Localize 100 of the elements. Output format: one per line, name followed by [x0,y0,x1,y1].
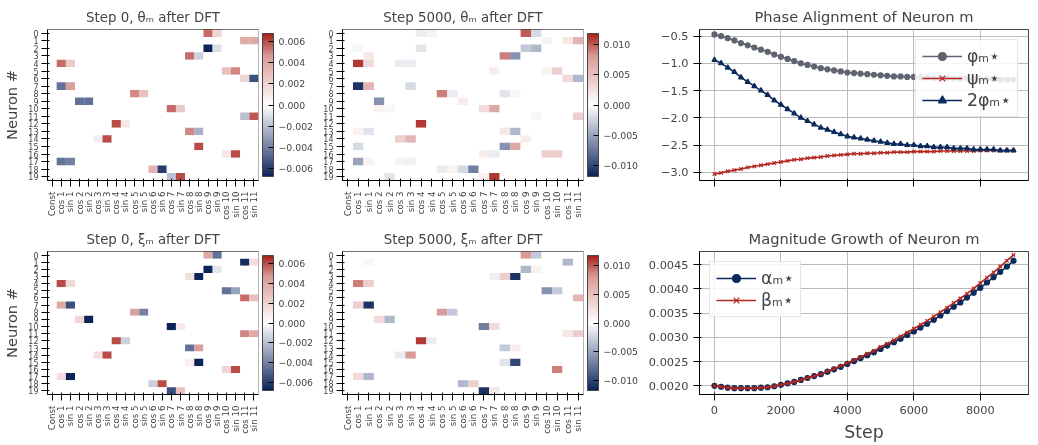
x-tick-label: sin 6 [468,405,479,427]
y-tick-label: 9 [33,315,39,325]
y-tick-label: 15 [28,358,39,368]
chart-title: Magnitude Growth of Neuron m [748,229,980,247]
y-tick-label: 19 [323,387,334,397]
x-tick-label: sin 4 [120,405,131,427]
x-tick-label: cos 7 [166,191,177,215]
y-tick-label: 3 [328,52,334,62]
x-tick-label: sin 2 [83,405,94,427]
x-tick-label: sin 7 [489,191,500,213]
legend-label: ψₘ⋆ [966,68,1000,88]
color-bar-label: 0.010 [603,260,631,272]
x-tick-label: cos 3 [92,405,103,429]
x-tick-label: cos 4 [416,191,427,215]
y-tick-label: 12 [28,120,39,130]
y-tick-label: 12 [323,120,334,130]
x-tick-label: cos 9 [520,191,531,215]
x-tick-label: sin 10 [230,191,241,218]
x-axis-title: Step [844,421,884,442]
x-tick-label: cos 7 [478,191,489,215]
y-tick-label: 2 [33,265,39,275]
y-tick-label: 13 [323,127,334,137]
color-bar-label: 0.004 [278,277,306,289]
x-tick-label: 4000 [832,402,862,417]
x-tick-label: sin 4 [120,191,131,213]
x-tick-label: cos 11 [239,191,250,220]
y-tick-label: 0.0035 [648,306,689,321]
y-tick-label: 14 [28,351,39,361]
y-tick-label: 3 [328,273,334,283]
x-tick-label: cos 8 [499,191,510,215]
y-tick-label: 18 [28,165,39,175]
x-tick-label: cos 6 [458,191,468,215]
x-tick-label: sin 1 [363,405,374,427]
x-tick-label: sin 11 [573,191,584,218]
x-tick-label: sin 8 [510,405,521,427]
y-tick-label: 17 [28,373,39,383]
y-tick-label: 0.0030 [648,330,689,345]
y-tick-label: 19 [323,173,334,183]
y-tick-label: 16 [323,150,334,160]
y-tick-label: 6 [328,75,334,85]
x-tick-label: cos 2 [74,405,85,429]
color-bar-label: −0.006 [278,162,314,174]
x-tick-label: sin 11 [573,405,584,432]
y-tick-label: 7 [328,301,334,311]
y-tick-label: 6 [33,294,39,304]
y-tick-label: 5 [328,287,334,297]
x-tick-label: sin 11 [248,405,259,432]
color-bar-label: −0.010 [603,374,639,386]
y-tick-label: 13 [323,344,334,354]
x-tick-label: cos 6 [458,405,468,429]
x-tick-label: sin 5 [447,191,458,213]
y-tick-label: 11 [323,112,334,122]
x-tick-label: sin 9 [531,405,542,427]
x-tick-label: sin 3 [405,405,416,427]
x-tick-label: sin 7 [175,405,186,427]
x-tick-label: cos 5 [129,191,140,215]
x-tick-label: sin 6 [157,191,168,213]
chart-title: Step 5000, θₘ after DFT [383,9,544,25]
y-tick-label: 0.0045 [648,257,689,272]
color-bar-label: 0.010 [603,38,631,50]
color-bar-label: −0.005 [603,129,639,141]
y-tick-label: 10 [323,105,334,115]
y-tick-label: 1 [328,258,334,268]
x-tick-label: sin 7 [175,191,186,213]
x-tick-label: sin 9 [212,191,223,213]
x-tick-label: cos 4 [416,405,427,429]
x-tick-label: sin 1 [65,191,76,213]
y-tick-label: 5 [33,287,39,297]
x-tick-label: Const [47,404,58,431]
x-tick-label: sin 3 [102,191,113,213]
y-tick-label: 8 [33,308,39,318]
y-tick-label: 11 [28,330,39,340]
y-tick-label: 7 [33,301,39,311]
color-bar-label: −0.006 [278,377,314,389]
x-tick-label: cos 5 [437,191,448,215]
y-tick-label: 1 [33,37,39,47]
y-axis-title: Neuron # [3,287,21,359]
x-tick-label: cos 5 [437,405,448,429]
chart-title: Step 5000, ξₘ after DFT [383,231,544,247]
x-tick-label: cos 8 [184,405,195,429]
color-bar-label: 0.004 [278,57,306,69]
y-tick-label: 17 [28,158,39,168]
color-bar-label: 0.000 [278,317,306,329]
y-tick-label: −1.5 [660,83,689,98]
y-tick-label: 0 [328,251,334,261]
y-tick-label: −2.5 [660,138,689,153]
x-tick-label: cos 9 [520,405,531,429]
y-tick-label: 11 [323,330,334,340]
color-bar-label: −0.004 [278,357,314,369]
legend-label: αₘ⋆ [761,268,795,288]
y-tick-label: 0 [328,29,334,39]
y-tick-label: 0 [33,29,39,39]
legend-label: 2φₘ⋆ [966,90,1011,110]
y-tick-label: 17 [323,158,334,168]
x-tick-label: cos 1 [56,191,67,215]
y-tick-label: 14 [323,351,334,361]
y-tick-label: 16 [323,365,334,375]
y-tick-label: 13 [28,344,39,354]
color-bar-label: −0.002 [278,120,314,132]
chart-title: Step 0, ξₘ after DFT [86,231,221,247]
